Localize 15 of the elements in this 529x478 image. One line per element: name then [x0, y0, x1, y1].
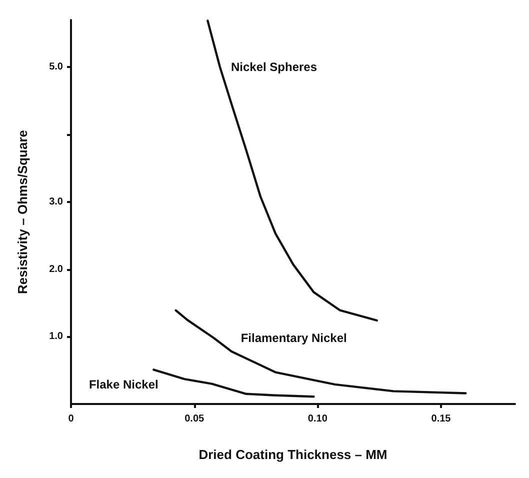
- y-tick-label: 2.0: [49, 264, 64, 275]
- x-tick-label: 0: [68, 414, 74, 424]
- y-axis-title: Resistivity – Ohms/Square: [15, 130, 30, 294]
- x-tick-label: 0.15: [431, 414, 452, 424]
- x-tick-label: 0.10: [308, 414, 328, 424]
- line-series: [174, 309, 467, 394]
- x-tick-label: 0.05: [184, 414, 204, 424]
- y-tick-label: 1.0: [49, 331, 64, 342]
- y-tick-label: 3.0: [49, 196, 64, 208]
- line-series: [206, 20, 378, 322]
- series-label: Nickel Spheres: [230, 60, 318, 74]
- series-label: Filamentary Nickel: [240, 330, 347, 345]
- y-tick-label: 5.0: [49, 62, 64, 73]
- x-axis-title: Dried Coating Thickness – MM: [198, 447, 388, 462]
- series-label: Flake Nickel: [88, 378, 158, 392]
